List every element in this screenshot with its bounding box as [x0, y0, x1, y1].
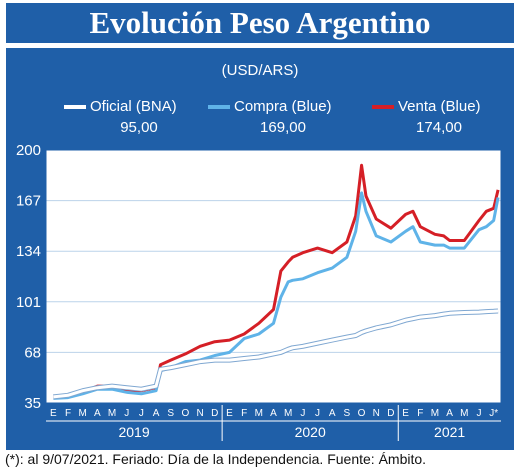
plot-area: [46, 150, 501, 403]
x-tick-label: J: [139, 408, 144, 419]
x-tick-label: J: [476, 408, 481, 419]
x-tick-label: M: [431, 408, 439, 419]
x-tick-label: E: [226, 408, 233, 419]
legend-label-oficial: Oficial (BNA): [90, 98, 177, 115]
series-line-oficial: [53, 309, 499, 399]
x-tick-label: F: [417, 408, 423, 419]
y-tick-label: 101: [16, 294, 41, 311]
plot-border: [45, 149, 502, 404]
year-label: 2019: [118, 424, 149, 440]
legend-value-venta: 174,00: [416, 119, 462, 136]
x-tick-label: A: [270, 408, 277, 419]
legend-label-compra: Compra (Blue): [234, 98, 332, 115]
x-tick-label: S: [167, 408, 174, 419]
legend-value-oficial: 95,00: [120, 119, 158, 136]
x-tick-label: A: [446, 408, 453, 419]
x-tick-label: J*: [489, 408, 498, 419]
x-tick-label: N: [373, 408, 380, 419]
x-tick-label: S: [344, 408, 351, 419]
footnote: (*): al 9/07/2021. Feriado: Día de la In…: [5, 451, 427, 467]
x-tick-label: M: [284, 408, 292, 419]
x-tick-label: F: [241, 408, 247, 419]
legend-entry-compra: Compra (Blue): [208, 98, 332, 115]
x-tick-label: F: [65, 408, 71, 419]
series-line-compra: [53, 191, 500, 400]
y-tick-label: 68: [24, 344, 41, 361]
x-tick-label: E: [50, 408, 57, 419]
legend-entry-venta: Venta (Blue): [372, 98, 481, 115]
x-tick-label: M: [255, 408, 263, 419]
x-tick-label: A: [94, 408, 101, 419]
legend-label-venta: Venta (Blue): [398, 98, 481, 115]
year-label: 2021: [434, 424, 465, 440]
legend-swatch-venta: [372, 105, 394, 110]
x-tick-label: O: [182, 408, 190, 419]
x-tick-label: J: [124, 408, 129, 419]
x-tick-label: A: [329, 408, 336, 419]
legend-swatch-compra: [208, 105, 230, 110]
x-tick-label: N: [196, 408, 203, 419]
legend-entry-oficial: Oficial (BNA): [64, 98, 177, 115]
x-tick-label: M: [108, 408, 116, 419]
x-tick-label: J: [315, 408, 320, 419]
x-tick-label: D: [387, 408, 394, 419]
x-tick-label: O: [358, 408, 366, 419]
x-tick-label: J: [300, 408, 305, 419]
legend-value-compra: 169,00: [260, 119, 306, 136]
x-tick-label: D: [211, 408, 218, 419]
y-tick-label: 200: [16, 142, 41, 159]
series-line-venta: [53, 163, 500, 399]
chart-title: Evolución Peso Argentino: [6, 3, 514, 43]
y-tick-label: 134: [16, 243, 41, 260]
legend-swatch-oficial: [64, 105, 86, 110]
y-tick-label: 167: [16, 193, 41, 210]
x-tick-label: M: [79, 408, 87, 419]
unit-label: (USD/ARS): [221, 62, 299, 79]
y-tick-label: 35: [24, 395, 41, 412]
x-tick-label: A: [153, 408, 160, 419]
year-label: 2020: [295, 424, 326, 440]
x-tick-label: E: [402, 408, 409, 419]
x-tick-label: M: [460, 408, 468, 419]
